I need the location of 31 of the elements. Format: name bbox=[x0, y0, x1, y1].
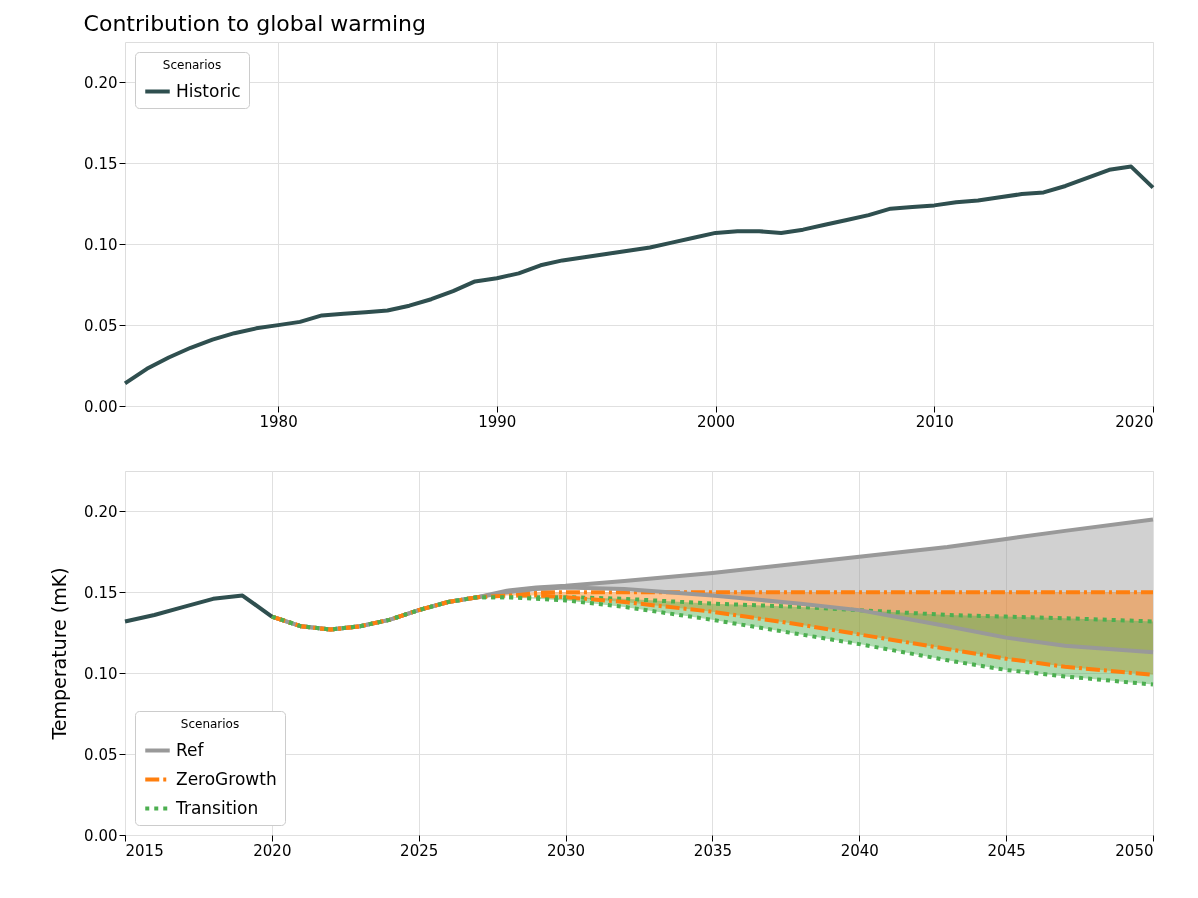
y-tick-label: 0.15 bbox=[84, 154, 118, 173]
x-tick-label: 2000 bbox=[696, 412, 736, 431]
x-tick-label: 2050 bbox=[1115, 841, 1154, 860]
x-tick-label: 2045 bbox=[987, 841, 1026, 860]
legend-label: Ref bbox=[176, 739, 205, 760]
y-tick-label: 0.10 bbox=[84, 235, 118, 254]
x-tick-label: 1980 bbox=[259, 412, 298, 431]
y-tick-label: 0.00 bbox=[84, 826, 118, 845]
legend-title: Scenarios bbox=[162, 58, 222, 72]
legend-label: Historic bbox=[176, 80, 241, 101]
x-tick-label: 1990 bbox=[478, 412, 517, 431]
y-tick-label: 0.05 bbox=[84, 745, 118, 764]
legend-label: Transition bbox=[175, 797, 259, 818]
legend-title: Scenarios bbox=[180, 717, 240, 731]
y-tick-label: 0.20 bbox=[84, 73, 118, 92]
y-tick-label: 0.10 bbox=[84, 664, 118, 683]
legend-label: ZeroGrowth bbox=[176, 768, 277, 789]
y-tick-label: 0.15 bbox=[84, 583, 118, 602]
y-tick-label: 0.00 bbox=[84, 397, 118, 416]
y-axis-title: Temperature (mK) bbox=[48, 567, 71, 741]
chart-title: Contribution to global warming bbox=[83, 11, 426, 36]
x-tick-label: 2020 bbox=[1115, 412, 1154, 431]
x-tick-label: 2030 bbox=[546, 841, 586, 860]
y-tick-label: 0.05 bbox=[84, 316, 118, 335]
y-tick-label: 0.20 bbox=[84, 502, 118, 521]
x-tick-label: 2040 bbox=[840, 841, 879, 860]
x-tick-label: 2020 bbox=[253, 841, 292, 860]
x-tick-label: 2010 bbox=[915, 412, 954, 431]
x-tick-label: 2015 bbox=[125, 841, 164, 860]
x-tick-label: 2035 bbox=[693, 841, 733, 860]
x-tick-label: 2025 bbox=[400, 841, 439, 860]
